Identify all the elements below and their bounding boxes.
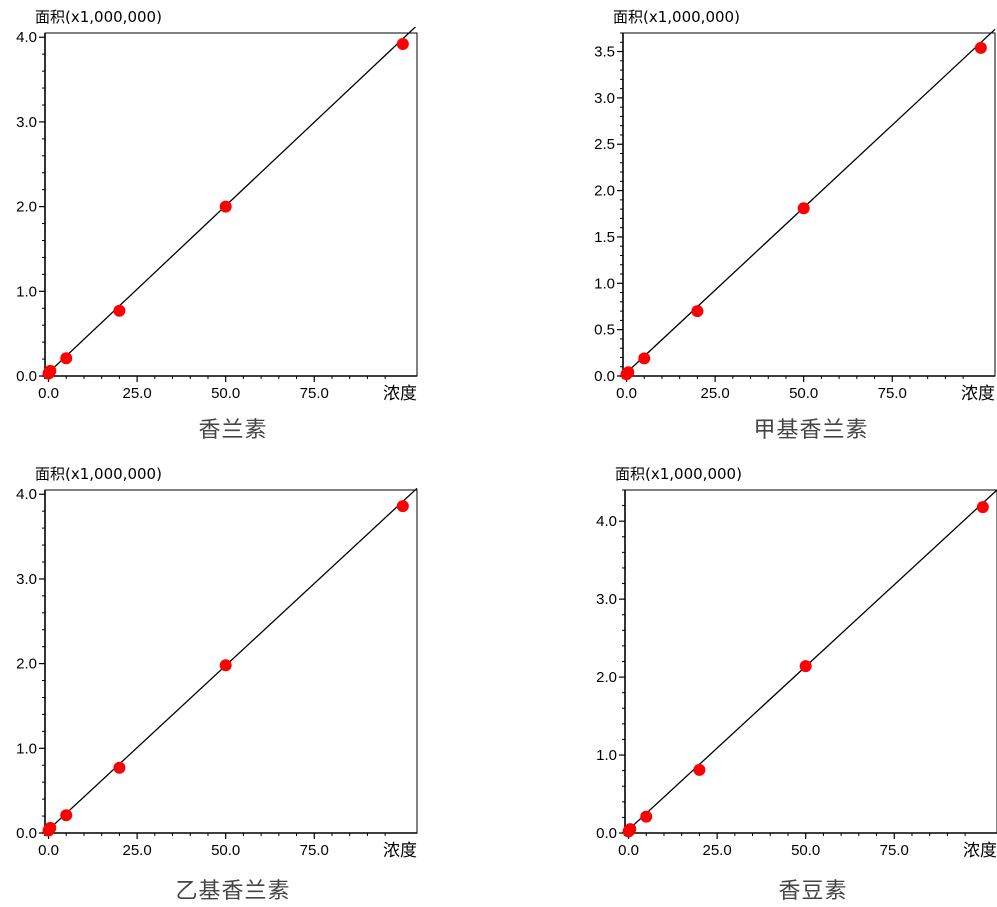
y-tick-label: 3.5	[594, 44, 615, 61]
data-point	[640, 810, 653, 823]
y-axis-title: 面积(x1,000,000)	[615, 465, 742, 483]
y-tick-label: 4.0	[596, 513, 617, 530]
x-tick-label: 0.0	[618, 842, 639, 859]
x-axis-name: 浓度	[383, 384, 417, 404]
x-tick-label: 0.0	[616, 385, 637, 402]
y-tick-label: 3.0	[16, 571, 37, 588]
y-tick-label: 1.0	[16, 283, 37, 300]
y-tick-label: 1.0	[596, 747, 617, 764]
y-axis-title: 面积(x1,000,000)	[35, 465, 162, 483]
data-point	[622, 366, 635, 379]
y-tick-label: 4.0	[16, 29, 37, 46]
y-tick-label: 0.0	[596, 825, 617, 842]
x-axis-name: 浓度	[961, 384, 995, 404]
x-tick-label: 75.0	[300, 842, 329, 859]
x-tick-label: 75.0	[300, 385, 329, 402]
y-tick-label: 2.0	[596, 669, 617, 686]
x-tick-label: 75.0	[880, 842, 909, 859]
data-point	[396, 500, 409, 513]
x-tick-label: 50.0	[211, 385, 240, 402]
data-point	[693, 763, 706, 776]
x-tick-label: 50.0	[211, 842, 240, 859]
chart-methyl-vanillin: 0.0 0.5 1.0 1.5 2.0 2.5 3.0 3.5 0.0 25.0 50.0 75.0 面…	[580, 0, 997, 450]
data-point	[799, 660, 812, 673]
x-tick-label: 25.0	[123, 842, 152, 859]
chart-caption: 香豆素	[778, 879, 847, 904]
data-point	[44, 821, 57, 834]
y-tick-label: 0.0	[16, 825, 37, 842]
y-tick-label: 0.0	[16, 368, 37, 385]
chart-coumarin: 0.0 1.0 2.0 3.0 4.0 0.0 25.0 50.0 75.0 面积(x1,000,…	[580, 458, 997, 907]
y-tick-label: 1.5	[594, 229, 615, 246]
calibration-line	[623, 28, 996, 376]
chart-caption: 香兰素	[198, 418, 267, 443]
data-point	[60, 352, 73, 365]
y-tick-label: 3.0	[16, 114, 37, 131]
data-point	[60, 809, 73, 822]
data-point	[638, 352, 651, 365]
y-tick-label: 2.5	[594, 136, 615, 153]
chart-svg: 0.0 1.0 2.0 3.0 4.0 0.0 25.0 50.0 75.0 面积(x1,000,…	[16, 465, 418, 904]
chart-svg: 0.0 1.0 2.0 3.0 4.0 0.0 25.0 50.0 75.0 面积(x1,000,…	[596, 465, 997, 904]
data-point	[219, 659, 232, 672]
chart-ethyl-vanillin: 0.0 1.0 2.0 3.0 4.0 0.0 25.0 50.0 75.0 面积(x1,000,…	[0, 458, 450, 907]
data-point	[691, 305, 704, 318]
y-tick-label: 2.0	[594, 183, 615, 200]
data-point	[219, 200, 232, 213]
x-tick-label: 25.0	[701, 385, 730, 402]
x-tick-label: 25.0	[123, 385, 152, 402]
y-tick-label: 0.5	[594, 322, 615, 339]
data-point	[797, 202, 810, 215]
y-axis-title: 面积(x1,000,000)	[613, 8, 740, 26]
y-tick-label: 4.0	[16, 486, 37, 503]
calibration-line	[625, 489, 997, 833]
y-axis-title: 面积(x1,000,000)	[35, 8, 162, 26]
chart-svg: 0.0 1.0 2.0 3.0 4.0 0.0 25.0 50.0 75.0 面积(x1,000,…	[16, 8, 418, 443]
y-tick-label: 1.0	[16, 740, 37, 757]
y-tick-label: 3.0	[594, 90, 615, 107]
chart-vanillin: 0.0 1.0 2.0 3.0 4.0 0.0 25.0 50.0 75.0 面积(x1,000,…	[0, 0, 450, 450]
data-point	[624, 823, 637, 836]
chart-svg: 0.0 0.5 1.0 1.5 2.0 2.5 3.0 3.5 0.0 25.0 50.0 75.0 面…	[594, 8, 996, 443]
data-point	[113, 304, 126, 317]
chart-caption: 乙基香兰素	[175, 879, 290, 904]
chart-caption: 甲基香兰素	[753, 418, 868, 443]
x-axis-name: 浓度	[383, 841, 417, 861]
data-point	[974, 41, 987, 54]
data-point	[976, 501, 989, 514]
calibration-line	[45, 27, 417, 376]
x-tick-label: 0.0	[38, 842, 59, 859]
y-tick-label: 3.0	[596, 591, 617, 608]
calibration-line	[45, 487, 418, 833]
x-tick-label: 50.0	[791, 842, 820, 859]
data-point	[44, 364, 57, 377]
data-point	[113, 761, 126, 774]
y-tick-label: 1.0	[594, 275, 615, 292]
x-tick-label: 25.0	[703, 842, 732, 859]
data-point	[396, 38, 409, 51]
x-tick-label: 75.0	[878, 385, 907, 402]
x-tick-label: 0.0	[38, 385, 59, 402]
y-tick-label: 0.0	[594, 368, 615, 385]
y-tick-label: 2.0	[16, 656, 37, 673]
x-tick-label: 50.0	[789, 385, 818, 402]
x-axis-name: 浓度	[963, 841, 997, 861]
y-tick-label: 2.0	[16, 199, 37, 216]
